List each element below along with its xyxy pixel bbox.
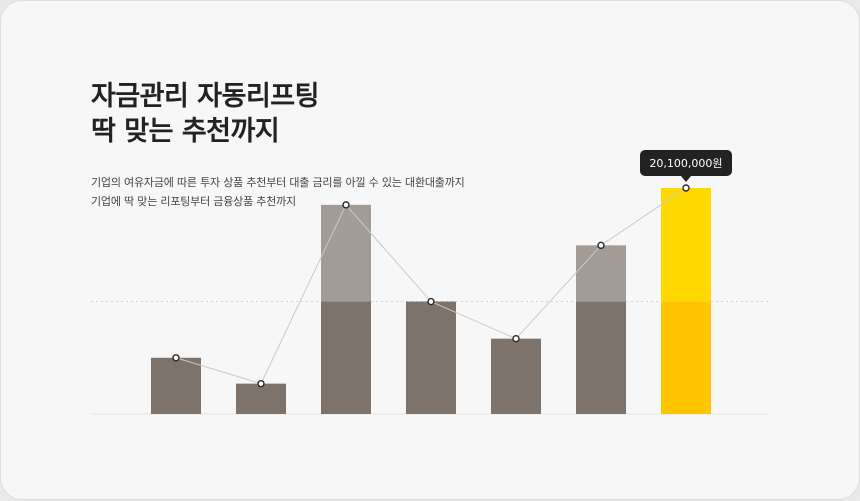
bar-4 — [406, 301, 456, 414]
data-point-2 — [257, 379, 265, 388]
value-tooltip — [640, 150, 732, 176]
headline-line-1: 자금관리 자동리프팅 — [91, 81, 319, 112]
description: 기업의 여유자금에 따른 투자 상품 추천부터 대출 금리를 아낄 수 있는 대… — [91, 173, 465, 211]
data-point-1 — [172, 354, 180, 362]
data-point-3 — [342, 201, 350, 209]
value-tooltip-label: 20,100,000원 — [649, 157, 722, 170]
bar-upper-6 — [576, 245, 626, 302]
data-point-7 — [682, 184, 690, 192]
bar-3 — [321, 301, 371, 414]
value-tooltip-arrow — [681, 176, 691, 182]
data-point-5 — [512, 334, 520, 343]
bar-1 — [151, 357, 201, 414]
bar-2 — [236, 383, 286, 414]
data-point-6 — [597, 241, 605, 250]
description-line-2: 기업에 딱 맞는 리포팅부터 금융상품 추천까지 — [91, 195, 296, 208]
data-point-4 — [427, 297, 435, 306]
bar-upper-3 — [321, 204, 371, 302]
description-line-1: 기업의 여유자금에 따른 투자 상품 추천부터 대출 금리를 아낄 수 있는 대… — [91, 176, 465, 189]
bar-7 — [661, 301, 711, 414]
headline-line-2: 딱 맞는 추천까지 — [91, 116, 280, 147]
bar-6 — [576, 301, 626, 414]
headline: 자금관리 자동리프팅 딱 맞는 추천까지 — [91, 79, 319, 149]
bar-upper-7 — [661, 188, 711, 302]
bar-5 — [491, 338, 541, 414]
